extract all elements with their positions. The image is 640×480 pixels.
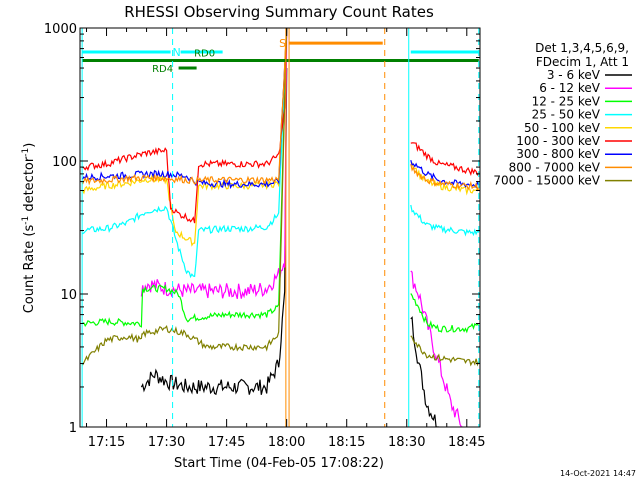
- legend-label-4: 50 - 100 keV: [524, 121, 601, 135]
- bar-label-rd4: RD4: [152, 64, 173, 75]
- x-tick-label: 18:00: [268, 435, 305, 450]
- series-line-2-after: [410, 293, 480, 334]
- x-axis: 17:15 17:30 17:45 18:00 18:15 18:30 18:45: [86, 28, 486, 450]
- x-tick-label: 18:45: [448, 435, 485, 450]
- series-line-2: [82, 28, 288, 328]
- x-tick-label: 18:15: [328, 435, 365, 450]
- bar-label-rd0: RD0: [194, 48, 215, 59]
- legend-label-2: 12 - 25 keV: [532, 94, 601, 108]
- series-line-6: [81, 28, 288, 190]
- markers-layer: N S RD0 RD4: [81, 28, 480, 427]
- series-line-0: [140, 67, 288, 396]
- legend-header-line1: Det 1,3,4,5,6,9,: [535, 41, 629, 55]
- legend-label-3: 25 - 50 keV: [532, 108, 601, 122]
- bar-label-n: N: [172, 46, 180, 59]
- y-axis-label-main: Count Rate (s: [22, 225, 37, 314]
- legend-label-0: 3 - 6 keV: [547, 68, 601, 82]
- bar-label-s: S: [279, 37, 286, 50]
- y-axis: 1 10 100 1000: [44, 22, 480, 436]
- series-line-7: [81, 28, 288, 186]
- legend-label-5: 100 - 300 keV: [516, 134, 600, 148]
- x-tick-label: 17:45: [208, 435, 245, 450]
- series-layer: [81, 28, 480, 427]
- footer-timestamp: 14-Oct-2021 14:47: [560, 469, 636, 478]
- series-line-0-after: [410, 316, 439, 427]
- legend-label-7: 800 - 7000 keV: [509, 160, 601, 174]
- series-line-5: [82, 28, 288, 224]
- series-line-5-after: [410, 142, 480, 177]
- y-axis-label: Count Rate (s-1 detector-1): [21, 143, 37, 314]
- chart-title: RHESSI Observing Summary Count Rates: [124, 3, 434, 21]
- plot-frame: [79, 27, 481, 428]
- x-axis-label: Start Time (04-Feb-05 17:08:22): [174, 456, 384, 471]
- legend-label-6: 300 - 800 keV: [516, 147, 600, 161]
- legend: Det 1,3,4,5,6,9, FDecim 1, Att 1 3 - 6 k…: [493, 41, 632, 188]
- y-axis-label-end: ): [22, 143, 37, 148]
- y-tick-label: 1: [69, 421, 77, 436]
- legend-label-1: 6 - 12 keV: [539, 81, 601, 95]
- x-tick-label: 18:30: [388, 435, 425, 450]
- series-line-8: [81, 28, 288, 366]
- series-line-7-after: [410, 163, 480, 192]
- y-axis-label-mid: detector: [22, 156, 37, 216]
- series-line-8-after: [410, 335, 480, 367]
- y-axis-label-sup1: -1: [21, 216, 31, 225]
- x-tick-label: 17:15: [88, 435, 125, 450]
- y-tick-label: 100: [52, 155, 77, 170]
- series-line-3: [82, 28, 288, 279]
- y-tick-label: 10: [60, 288, 77, 303]
- legend-header-line2: FDecim 1, Att 1: [536, 55, 629, 69]
- series-line-3-after: [410, 204, 480, 237]
- legend-label-8: 7000 - 15000 keV: [493, 174, 600, 188]
- y-axis-label-sup2: -1: [21, 148, 31, 157]
- y-tick-label: 1000: [44, 22, 77, 37]
- series-line-6-after: [410, 160, 480, 189]
- x-tick-label: 17:30: [148, 435, 185, 450]
